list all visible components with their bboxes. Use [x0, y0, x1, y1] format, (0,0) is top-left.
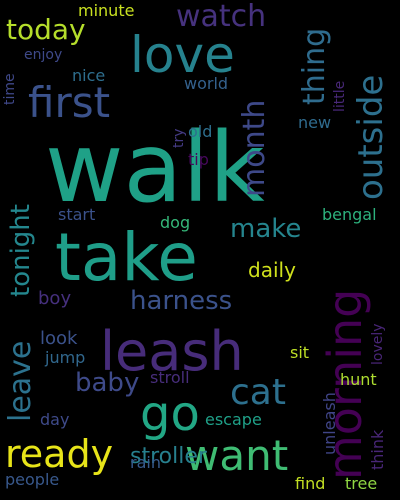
word-bengal: bengal — [322, 205, 377, 224]
word-little: little — [332, 80, 348, 112]
word-sit: sit — [290, 343, 310, 362]
word-go: go — [140, 386, 200, 442]
word-find: find — [295, 474, 326, 493]
word-old: old — [188, 122, 213, 141]
word-people: people — [5, 470, 60, 489]
word-harness: harness — [130, 286, 233, 316]
word-daily: daily — [248, 258, 296, 282]
word-want: want — [185, 431, 289, 480]
word-tip: tip — [188, 150, 209, 169]
word-try: try — [171, 128, 187, 148]
word-boy: boy — [38, 288, 72, 309]
word-take: take — [55, 219, 198, 296]
word-make: make — [230, 214, 302, 244]
word-stroller: stroller — [130, 444, 207, 469]
word-dog: dog — [160, 213, 191, 232]
word-unleash: unleash — [320, 392, 339, 455]
word-enjoy: enjoy — [24, 47, 63, 63]
word-tree: tree — [345, 474, 378, 493]
word-love: love — [130, 26, 235, 84]
word-ready: ready — [5, 432, 114, 476]
word-jump: jump — [45, 348, 86, 367]
word-lovely: lovely — [370, 323, 386, 365]
word-start: start — [58, 205, 96, 224]
word-leave: leave — [3, 340, 38, 422]
word-rain: rain — [130, 453, 161, 472]
word-new: new — [298, 113, 332, 132]
word-nice: nice — [72, 66, 106, 85]
word-minute: minute — [78, 1, 135, 20]
word-time: time — [2, 73, 18, 105]
word-walk: walk — [45, 112, 265, 224]
word-first: first — [28, 78, 111, 127]
word-month: month — [237, 99, 272, 197]
word-think: think — [368, 429, 387, 470]
word-escape: escape — [205, 410, 262, 429]
word-world: world — [184, 74, 229, 93]
word-day: day — [40, 410, 70, 429]
word-cat: cat — [230, 372, 286, 413]
word-leash: leash — [100, 320, 244, 383]
word-baby: baby — [75, 368, 140, 398]
word-hunt: hunt — [340, 370, 377, 389]
word-stroll: stroll — [150, 368, 190, 387]
word-outside: outside — [351, 74, 391, 200]
word-tonight: tonight — [6, 204, 36, 297]
word-today: today — [6, 13, 86, 46]
word-thing: thing — [297, 27, 332, 105]
word-watch: watch — [176, 0, 267, 34]
word-look: look — [40, 328, 78, 349]
